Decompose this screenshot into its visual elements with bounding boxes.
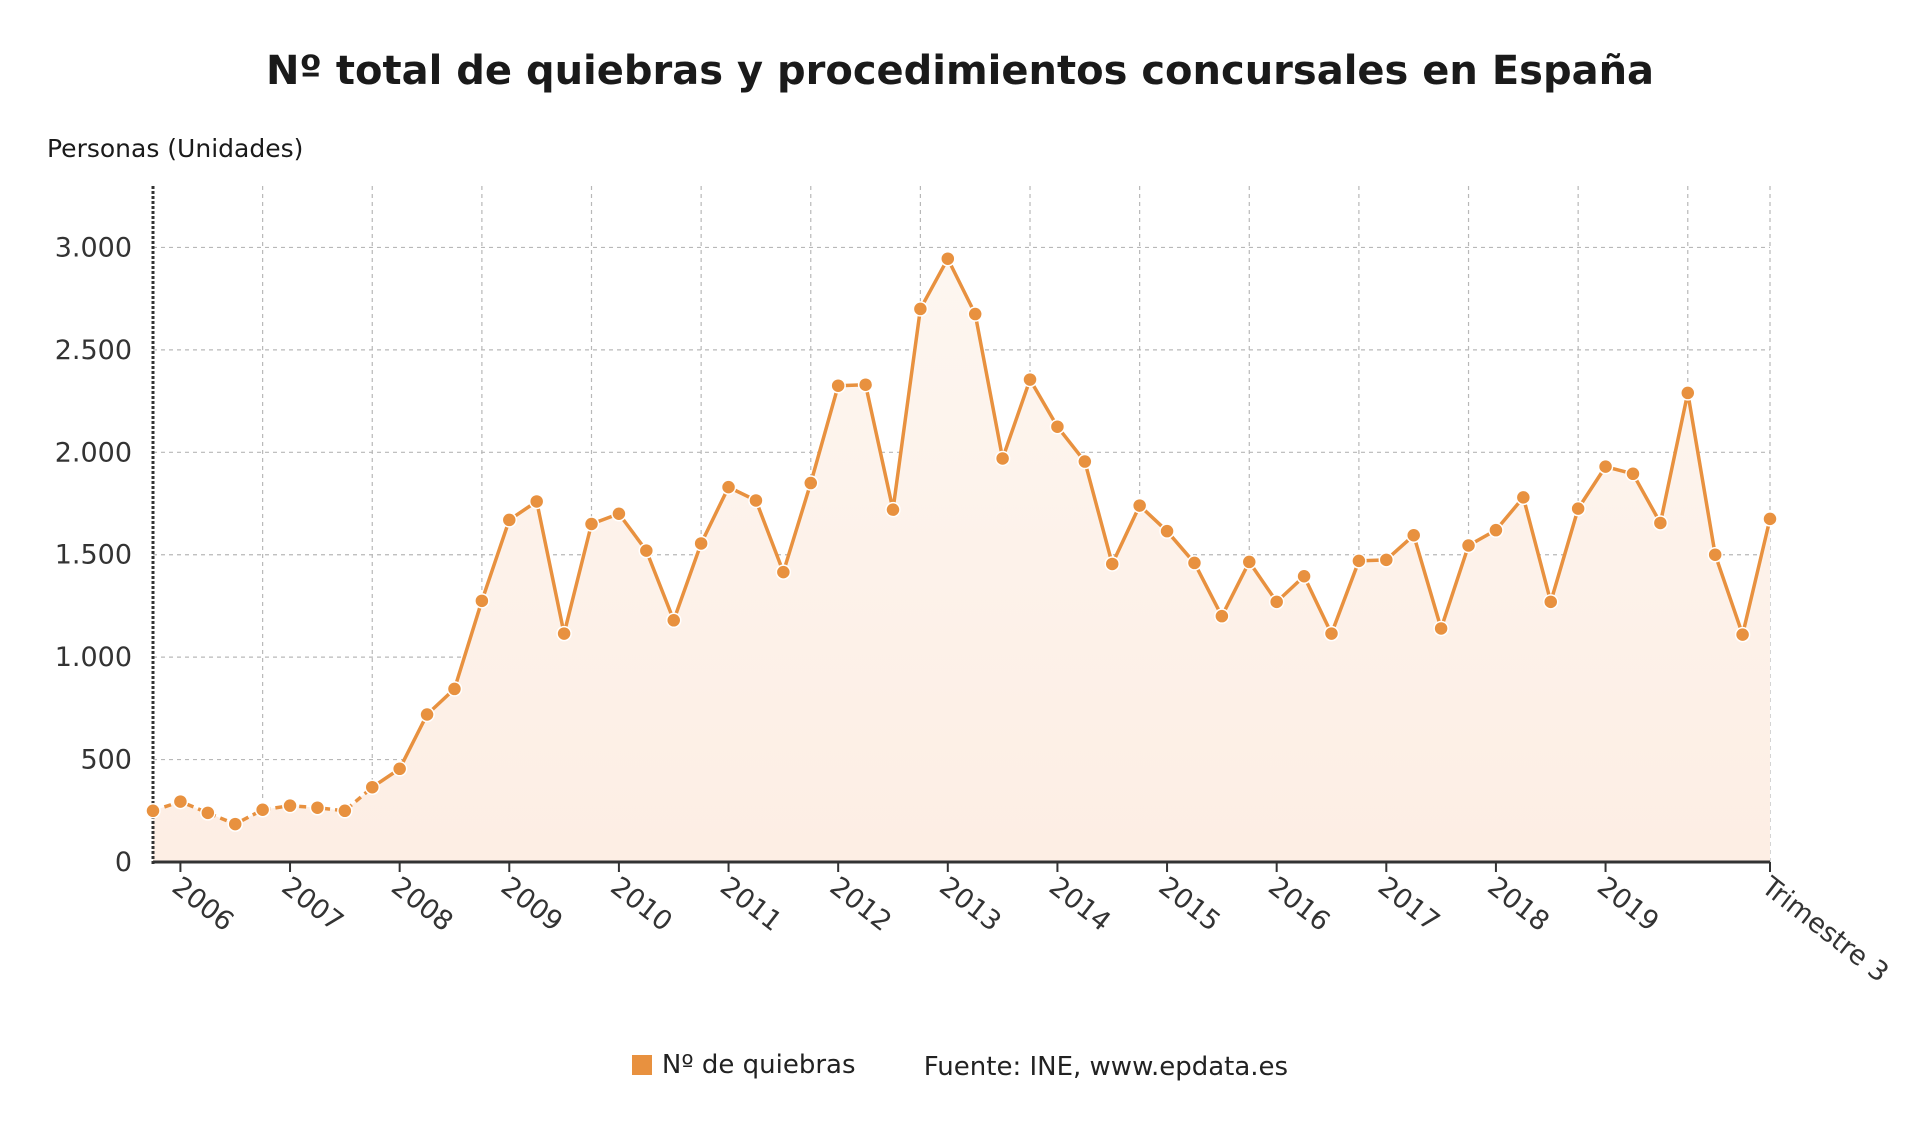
- data-point: [1542, 594, 1559, 610]
- area-path: [153, 258, 1770, 863]
- x-tick-label: 2016: [1262, 871, 1335, 938]
- data-points: [145, 250, 1778, 832]
- x-tick-label: 2018: [1482, 871, 1555, 938]
- data-point: [775, 564, 792, 580]
- data-point: [1351, 553, 1367, 569]
- data-point: [720, 479, 737, 495]
- area-fill: [153, 258, 1770, 863]
- data-point: [1625, 466, 1641, 482]
- data-point: [1652, 515, 1669, 531]
- y-tick-labels: 0 500 1.000 1.500 2.000 2.500 3.000: [55, 232, 132, 878]
- data-point: [1433, 620, 1449, 637]
- data-point: [1323, 625, 1340, 642]
- data-point: [693, 535, 709, 552]
- data-point: [419, 706, 435, 723]
- legend-swatch: [631, 1055, 652, 1075]
- data-point: [474, 593, 490, 609]
- series-line: [152, 256, 1772, 827]
- x-tick-labels: 2006 2007 2008 2009 2010 2011 2012 2013 2014 2015…: [166, 870, 1894, 988]
- data-point: [638, 542, 655, 559]
- data-point: [200, 805, 216, 821]
- y-tick-label: 0: [115, 847, 132, 878]
- x-tick-label: Trimestre 3: [1755, 870, 1894, 988]
- data-point: [501, 512, 518, 528]
- data-point: [611, 506, 627, 522]
- data-point: [1214, 608, 1230, 624]
- data-point: [556, 625, 572, 642]
- series-line-early: [152, 785, 374, 827]
- series-line: [371, 256, 1772, 789]
- x-tick-label: 2011: [714, 871, 787, 938]
- x-tick-label: 2010: [605, 871, 678, 938]
- x-tick-label: 2015: [1153, 871, 1226, 938]
- data-point: [1488, 522, 1504, 538]
- data-point: [1077, 453, 1093, 470]
- axes: [151, 186, 1771, 872]
- source-note: Fuente: INE, www.epdata.es: [923, 1052, 1289, 1082]
- data-point: [1159, 523, 1175, 539]
- data-point: [1460, 537, 1477, 554]
- x-tick-label: 2008: [385, 871, 458, 938]
- x-tick-label: 2017: [1372, 871, 1445, 938]
- data-point: [1268, 594, 1285, 610]
- y-tick-label: 3.000: [55, 232, 132, 263]
- data-point: [364, 779, 381, 795]
- y-tick-label: 2.000: [55, 437, 132, 468]
- x-tick-label: 2014: [1043, 871, 1116, 938]
- data-point: [940, 250, 956, 267]
- data-point: [1378, 552, 1395, 568]
- chart-title: Nº total de quiebras y procedimientos co…: [265, 48, 1655, 94]
- legend-series-label: Nº de quiebras: [661, 1050, 856, 1080]
- data-point: [282, 797, 298, 814]
- data-point: [1131, 497, 1148, 514]
- x-tick-label: 2007: [276, 871, 349, 938]
- data-point: [446, 681, 463, 697]
- data-point: [1022, 371, 1038, 388]
- data-point: [1104, 556, 1120, 572]
- y-tick-label: 500: [80, 745, 132, 776]
- data-point: [1707, 546, 1723, 563]
- data-point: [227, 816, 243, 832]
- y-tick-label: 1.500: [55, 540, 132, 571]
- data-point: [1597, 458, 1614, 475]
- data-point: [391, 761, 408, 777]
- data-point: [1296, 568, 1312, 584]
- data-point: [1734, 626, 1751, 643]
- data-point: [912, 301, 929, 317]
- x-tick-label: 2019: [1591, 871, 1664, 938]
- data-point: [1570, 500, 1586, 517]
- data-point: [967, 306, 983, 322]
- data-point: [254, 802, 271, 818]
- data-point: [1241, 554, 1258, 570]
- x-tick-label: 2012: [824, 871, 897, 938]
- data-point: [994, 450, 1011, 467]
- data-point: [857, 376, 874, 393]
- data-point: [803, 475, 819, 491]
- data-point: [748, 492, 764, 509]
- data-point: [337, 803, 353, 819]
- data-point: [528, 493, 545, 510]
- data-point: [172, 793, 189, 810]
- data-point: [1680, 385, 1696, 401]
- data-point: [665, 612, 682, 629]
- legend: Nº de quiebras Fuente: INE, www.epdata.e…: [0, 1050, 1920, 1082]
- x-tick-label: 2006: [166, 871, 239, 938]
- x-tick-label: 2009: [495, 871, 568, 938]
- data-point: [1405, 527, 1422, 544]
- legend-item[interactable]: Nº de quiebras: [631, 1050, 856, 1080]
- data-point: [1049, 418, 1066, 435]
- data-point: [830, 377, 846, 394]
- data-point: [145, 803, 161, 819]
- data-point: [583, 516, 600, 532]
- y-axis-label: Personas (Unidades): [47, 134, 304, 163]
- y-tick-label: 2.500: [55, 335, 132, 366]
- data-point: [1186, 555, 1203, 571]
- data-point: [885, 501, 901, 518]
- data-point: [309, 799, 326, 816]
- data-point: [1762, 511, 1778, 527]
- data-point: [1515, 489, 1532, 506]
- y-tick-label: 1.000: [55, 642, 132, 673]
- x-tick-label: 2013: [933, 871, 1006, 938]
